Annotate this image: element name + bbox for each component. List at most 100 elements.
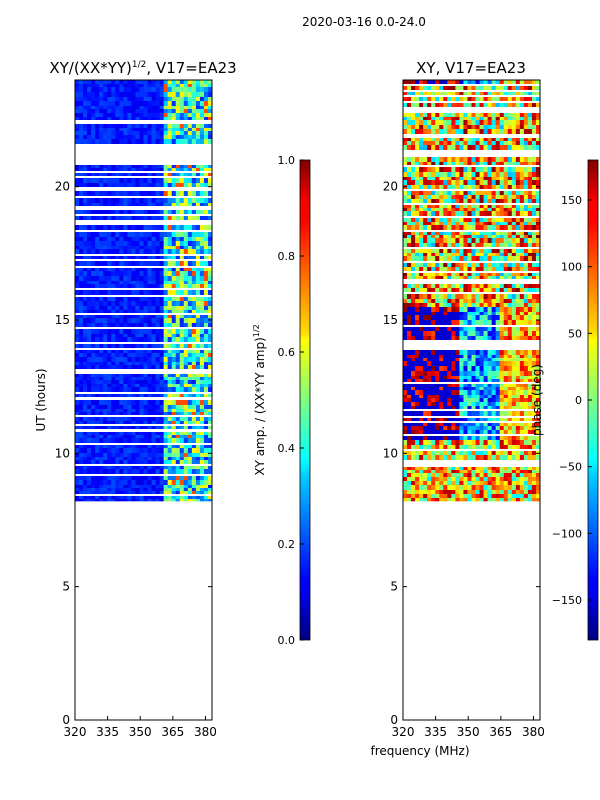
heatmap-cell <box>123 384 128 387</box>
heatmap-cell <box>431 358 436 361</box>
heatmap-cell <box>83 165 88 168</box>
heatmap-cell <box>411 80 416 84</box>
heatmap-cell <box>127 246 132 249</box>
heatmap-cell <box>83 476 88 480</box>
heatmap-cell <box>87 350 92 353</box>
heatmap-cell <box>459 211 464 216</box>
heatmap-cell <box>119 448 124 453</box>
heatmap-cell <box>123 92 128 97</box>
heatmap-cell <box>167 318 173 323</box>
heatmap-cell <box>87 165 92 168</box>
heatmap-cell <box>183 101 189 106</box>
heatmap-cell <box>179 113 185 117</box>
heatmap-cell <box>495 97 501 101</box>
heatmap-cell <box>115 173 120 176</box>
heatmap-cell <box>139 225 144 230</box>
heatmap-cell <box>107 457 112 460</box>
heatmap-cell <box>191 353 197 357</box>
heatmap-cell <box>447 294 452 299</box>
heatmap-cell <box>483 199 489 203</box>
heatmap-cell <box>463 141 468 145</box>
heatmap-cell <box>403 320 408 325</box>
heatmap-cell <box>191 334 197 337</box>
heatmap-cell <box>95 183 100 187</box>
heatmap-cell <box>431 222 436 225</box>
heatmap-cell <box>159 432 165 435</box>
heatmap-cell <box>483 97 489 101</box>
heatmap-cell <box>139 438 144 443</box>
heatmap-cell <box>79 453 84 457</box>
heatmap-cell <box>147 380 152 384</box>
heatmap-cell <box>167 334 173 337</box>
heatmap-cell <box>191 435 197 438</box>
heatmap-cell <box>507 303 513 307</box>
heatmap-cell <box>135 173 140 176</box>
heatmap-cell <box>527 253 533 256</box>
heatmap-cell <box>535 331 540 336</box>
heatmap-cell <box>131 246 136 249</box>
heatmap-cell <box>183 357 189 362</box>
heatmap-cell <box>131 380 136 384</box>
heatmap-cell <box>467 267 472 271</box>
heatmap-cell <box>123 499 128 502</box>
heatmap-cell <box>87 168 92 171</box>
heatmap-cell <box>187 488 193 491</box>
heatmap-cell <box>119 92 124 97</box>
heatmap-cell <box>115 301 120 306</box>
heatmap-cell <box>127 357 132 362</box>
heatmap-cell <box>483 379 489 382</box>
heatmap-cell <box>535 180 540 185</box>
heatmap-cell <box>431 232 436 235</box>
heatmap-cell <box>415 358 420 361</box>
heatmap-cell <box>191 225 197 230</box>
heatmap-cell <box>503 320 509 325</box>
heatmap-cell <box>403 235 408 238</box>
colorbar-tick-label: 0.6 <box>278 346 296 359</box>
heatmap-cell <box>471 350 476 355</box>
heatmap-cell <box>119 284 124 288</box>
heatmap-cell <box>423 320 428 325</box>
heatmap-cell <box>183 334 189 337</box>
heatmap-cell <box>443 191 448 195</box>
heatmap-cell <box>131 488 136 491</box>
heatmap-cell <box>95 109 100 113</box>
heatmap-cell <box>171 438 177 443</box>
heatmap-cell <box>79 496 84 499</box>
heatmap-cell <box>535 307 540 312</box>
heatmap-cell <box>159 232 165 237</box>
heatmap-cell <box>147 329 152 334</box>
heatmap-cell <box>431 191 436 195</box>
heatmap-cell <box>495 80 501 84</box>
heatmap-cell <box>135 426 140 429</box>
heatmap-cell <box>531 379 537 382</box>
heatmap-cell <box>487 92 493 95</box>
heatmap-cell <box>107 357 112 362</box>
heatmap-cell <box>139 139 144 144</box>
heatmap-cell <box>435 288 440 292</box>
heatmap-cell <box>423 284 428 288</box>
heatmap-cell <box>87 466 92 469</box>
heatmap-cell <box>99 469 104 474</box>
heatmap-cell <box>479 284 484 288</box>
heatmap-cell <box>91 168 96 171</box>
heatmap-cell <box>179 290 185 295</box>
heatmap-cell <box>127 380 132 384</box>
heatmap-cell <box>459 195 464 199</box>
heatmap-cell <box>171 173 177 176</box>
heatmap-cell <box>411 294 416 299</box>
heatmap-cell <box>75 124 80 128</box>
heatmap-cell <box>511 145 517 150</box>
heatmap-cell <box>123 178 128 183</box>
heatmap-cell <box>75 353 80 357</box>
heatmap-cell <box>207 480 212 485</box>
heatmap-cell <box>483 336 489 340</box>
heatmap-cell <box>531 195 537 199</box>
heatmap-cell <box>475 232 480 235</box>
heatmap-cell <box>487 80 493 84</box>
heatmap-cell <box>195 491 201 494</box>
heatmap-cell <box>411 120 416 125</box>
heatmap-cell <box>439 103 444 107</box>
heatmap-cell <box>163 362 169 365</box>
heatmap-cell <box>183 421 189 424</box>
heatmap-cell <box>495 336 501 340</box>
